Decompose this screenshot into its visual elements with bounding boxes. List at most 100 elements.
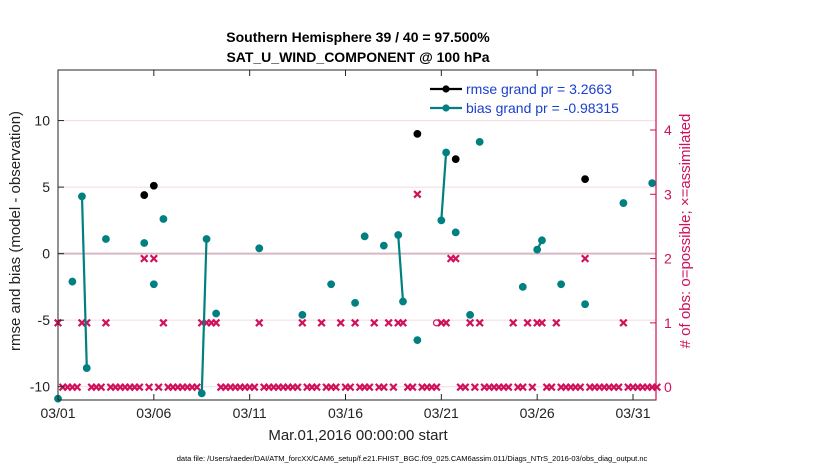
axes: 03/01 03/06 03/11 03/16 03/21 03/26 03/31 -10 -5…: [30, 69, 672, 421]
obs-assimilated-marker: [619, 318, 628, 327]
bias-point: [437, 216, 446, 225]
bias-point: [394, 231, 403, 239]
obs-assimilated-marker: [351, 318, 360, 327]
bias-point: [140, 239, 149, 247]
y-tick-label-right: 0: [664, 379, 672, 395]
obs-x-stroke: [398, 318, 408, 327]
obs-x-stroke: [73, 383, 82, 392]
rmse-point: [149, 181, 158, 190]
bias-point: [413, 336, 422, 345]
obs-assimilated-marker: [159, 318, 168, 327]
bias-point: [533, 245, 542, 254]
obs-assimilated-marker: [192, 383, 202, 392]
obs-x-stroke: [101, 318, 110, 327]
grid-lines: [58, 120, 656, 388]
bias-point: [327, 280, 336, 289]
bias-point: [538, 236, 546, 245]
y-tick-label-left: 5: [42, 179, 50, 195]
obs-assimilated-marker: [317, 318, 326, 327]
bias-point: [360, 232, 369, 241]
bias-point: [351, 298, 359, 307]
obs-x-stroke: [413, 190, 422, 199]
obs-x-stroke: [149, 254, 158, 263]
obs-x-stroke: [470, 383, 479, 392]
obs-assimilated-marker: [384, 318, 393, 327]
bias-point: [102, 235, 110, 243]
obs-x-stroke: [547, 383, 556, 392]
bias-point: [212, 309, 221, 318]
obs-assimilated-marker: [408, 383, 417, 392]
bias-series: [54, 137, 657, 403]
obs-x-stroke: [504, 383, 513, 392]
rmse-point: [413, 129, 422, 138]
obs-x-stroke: [461, 383, 470, 392]
obs-x-stroke: [159, 318, 168, 327]
obs-x-stroke: [331, 383, 340, 392]
legend-marker: [442, 104, 450, 112]
bias-point: [557, 280, 566, 289]
x-axis-label: Mar.01,2016 00:00:00 start: [268, 427, 448, 444]
obs-assimilated-marker: [537, 318, 547, 327]
obs-assimilated-marker: [250, 383, 259, 392]
y-axis-label-left: rmse and bias (model - observation): [7, 111, 24, 351]
obs-assimilated-marker: [298, 318, 307, 327]
obs-x-stroke: [298, 318, 307, 327]
obs-assimilated-marker: [331, 383, 340, 392]
obs-assimilated-marker: [470, 383, 479, 392]
obs-x-stroke: [365, 383, 374, 392]
obs-assimilated-marker: [97, 383, 106, 392]
obs-assimilated-marker: [154, 383, 163, 392]
obs-assimilated-marker: [293, 383, 302, 392]
obs-x-stroke: [442, 318, 451, 327]
obs-x-stroke: [346, 383, 355, 392]
obs-assimilated-marker: [101, 318, 110, 327]
x-tick-label: 03/06: [136, 405, 171, 421]
chart-title-line2: SAT_U_WIND_COMPONENT @ 100 hPa: [226, 49, 489, 65]
obs-x-stroke: [250, 383, 259, 392]
obs-x-stroke: [154, 383, 163, 392]
obs-assimilated-marker: [255, 318, 264, 327]
legend-entry-rmse: rmse grand pr = 3.2663: [430, 81, 612, 97]
obs-x-stroke: [552, 318, 561, 327]
x-tick-label: 03/21: [424, 405, 459, 421]
legend-label: rmse grand pr = 3.2663: [466, 81, 612, 97]
obs-assimilated-marker: [212, 318, 221, 327]
obs-x-stroke: [255, 318, 264, 327]
obs-assimilated-marker: [466, 318, 475, 327]
bias-point: [451, 228, 460, 237]
y-tick-label-left: 0: [42, 246, 50, 262]
obs-assimilated-marker: [398, 318, 408, 327]
y-tick-label-right: 4: [664, 122, 672, 138]
obs-x-stroke: [135, 383, 144, 392]
data-file-footer: data file: /Users/raeder/DAI/ATM_forcXX/…: [177, 454, 648, 463]
obs-assimilated-marker: [461, 383, 470, 392]
obs-x-stroke: [192, 383, 202, 392]
bias-point: [197, 389, 206, 398]
x-tick-label: 03/31: [615, 405, 650, 421]
obs-x-stroke: [466, 318, 475, 327]
x-tick-label: 03/16: [328, 405, 363, 421]
obs-x-stroke: [432, 383, 441, 392]
obs-assimilated-marker: [547, 383, 556, 392]
obs-assimilated-marker: [442, 318, 451, 327]
obs-assimilated-marker: [509, 318, 518, 327]
bias-point: [648, 179, 657, 188]
obs-assimilated-marker: [552, 318, 561, 327]
obs-assimilated-marker: [149, 254, 158, 263]
obs-assimilated-marker: [312, 383, 321, 392]
obs-assimilated-marker: [379, 383, 388, 392]
obs-assimilated-marker: [614, 383, 623, 392]
bias-point: [518, 282, 527, 291]
obs-assimilated-marker: [370, 318, 379, 327]
obs-x-stroke: [581, 254, 590, 263]
bias-point: [399, 297, 407, 306]
chart-title-line1: Southern Hemisphere 39 / 40 = 97.500%: [226, 29, 490, 45]
rmse-series: [140, 129, 589, 199]
obs-assimilated-marker: [528, 383, 537, 392]
rmse-point: [451, 155, 460, 164]
obs-x-stroke: [537, 318, 547, 327]
bias-line-segment: [440, 152, 448, 221]
obs-assimilated-marker: [346, 383, 355, 392]
obs-x-stroke: [614, 383, 623, 392]
obs-x-stroke: [97, 383, 106, 392]
